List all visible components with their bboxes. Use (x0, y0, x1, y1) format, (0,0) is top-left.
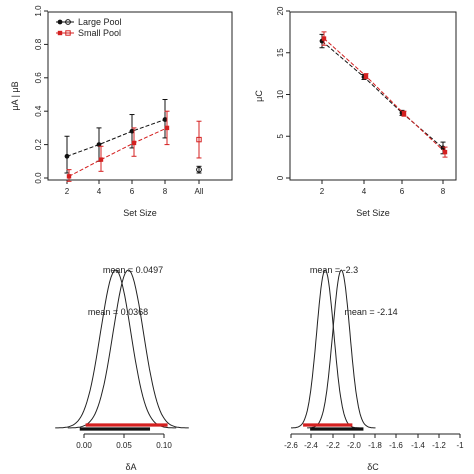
panel-d-x-axis-label: δC (367, 462, 379, 472)
panel-a-point (164, 125, 170, 131)
panel-b-x-axis-label: Set Size (356, 208, 390, 218)
panel-b-point (401, 111, 407, 116)
panel-b-y-tick-label: 5 (276, 133, 285, 138)
panel-a-point (129, 128, 135, 134)
panel-d-mean-annotation: mean = -2.3 (310, 265, 358, 275)
panel-a-y-tick-label: 0.2 (34, 138, 43, 150)
panel-b-series-line-0 (321, 40, 444, 149)
panel-b-point (321, 36, 327, 41)
panel-b-x-tick-label: 6 (400, 187, 405, 196)
panel-d-x-tick-label: -2.0 (347, 441, 361, 450)
panel-b-series-line-1 (323, 38, 446, 153)
panel-d-density-curve (307, 269, 376, 429)
panel-a-y-tick-label: 0.4 (34, 105, 43, 117)
panel-c-x-axis-label: δA (125, 462, 136, 472)
panel-b-y-axis-label: μC (254, 90, 264, 102)
panel-a-x-tick-label: 6 (130, 187, 135, 196)
panel-a-frame (47, 11, 233, 181)
panel-d-x-tick-label: -2.6 (284, 441, 298, 450)
panel-a-legend-marker (65, 30, 71, 36)
panel-a-point (162, 117, 168, 122)
panel-d-x-tick-label: -2.4 (304, 441, 318, 450)
panel-d-x-tick-label: -1.4 (411, 441, 425, 450)
panel-c-mean-annotation: mean = 0.0497 (103, 265, 163, 275)
panel-a-y-tick-label: 0.8 (34, 38, 43, 50)
panel-a-series-line-1 (68, 127, 168, 177)
panel-a-point (98, 157, 104, 162)
panel-a-x-tick-label: 4 (97, 187, 102, 196)
panel-a-y-tick-label: 1.0 (34, 5, 43, 17)
panel-b-x-tick-label: 4 (362, 187, 367, 196)
panel-a-series-line-0 (66, 119, 166, 157)
panel-d-x-tick-label: -1.2 (432, 441, 446, 450)
panel-a-legend-label: Large Pool (78, 17, 122, 27)
panel-a-legend-marker (65, 19, 71, 25)
panel-a-point (64, 153, 70, 159)
panel-b-point (442, 149, 448, 155)
panel-a-y-tick-label: 0.0 (34, 172, 43, 184)
panel-a-x-tick-label: All (195, 187, 204, 196)
panel-a-y-axis-label: μA | μB (10, 81, 20, 110)
panel-b-y-tick-label: 20 (276, 6, 285, 15)
panel-a-legend-label: Small Pool (78, 28, 121, 38)
panel-d-x-tick-label: -1 (456, 441, 464, 450)
panel-c-x-tick-label: 0.10 (156, 441, 172, 450)
panel-d-x-tick-label: -1.8 (368, 441, 382, 450)
panel-a-x-axis-label: Set Size (123, 208, 157, 218)
panel-a-y-tick-label: 0.6 (34, 72, 43, 84)
panel-a-all-point (196, 166, 202, 173)
panel-a-x-tick-label: 2 (65, 187, 70, 196)
panel-d-x-tick-label: -1.6 (389, 441, 403, 450)
panel-b-y-tick-label: 10 (276, 90, 285, 99)
panel-a-x-tick-label: 8 (163, 187, 168, 196)
panel-c-x-tick-label: 0.05 (116, 441, 132, 450)
panel-b-point (363, 73, 369, 79)
panel-d-mean-annotation: mean = -2.14 (344, 307, 397, 317)
panel-c-x-tick-label: 0.00 (76, 441, 92, 450)
panel-b-y-tick-label: 15 (276, 48, 285, 57)
panel-b-x-tick-label: 8 (441, 187, 446, 196)
panel-a-point (131, 140, 137, 146)
panel-a-legend-marker (57, 30, 63, 36)
panel-b-frame (289, 11, 457, 181)
panel-a-all-point (196, 136, 202, 143)
panel-c-mean-annotation: mean = 0.0368 (88, 307, 148, 317)
panel-b-y-tick-label: 0 (276, 175, 285, 180)
panel-b-x-tick-label: 2 (320, 187, 325, 196)
panel-a-point (66, 174, 72, 179)
panel-a-legend-marker (57, 19, 63, 25)
panel-d-density-curve (291, 269, 360, 429)
panel-d-x-tick-label: -2.2 (326, 441, 340, 450)
